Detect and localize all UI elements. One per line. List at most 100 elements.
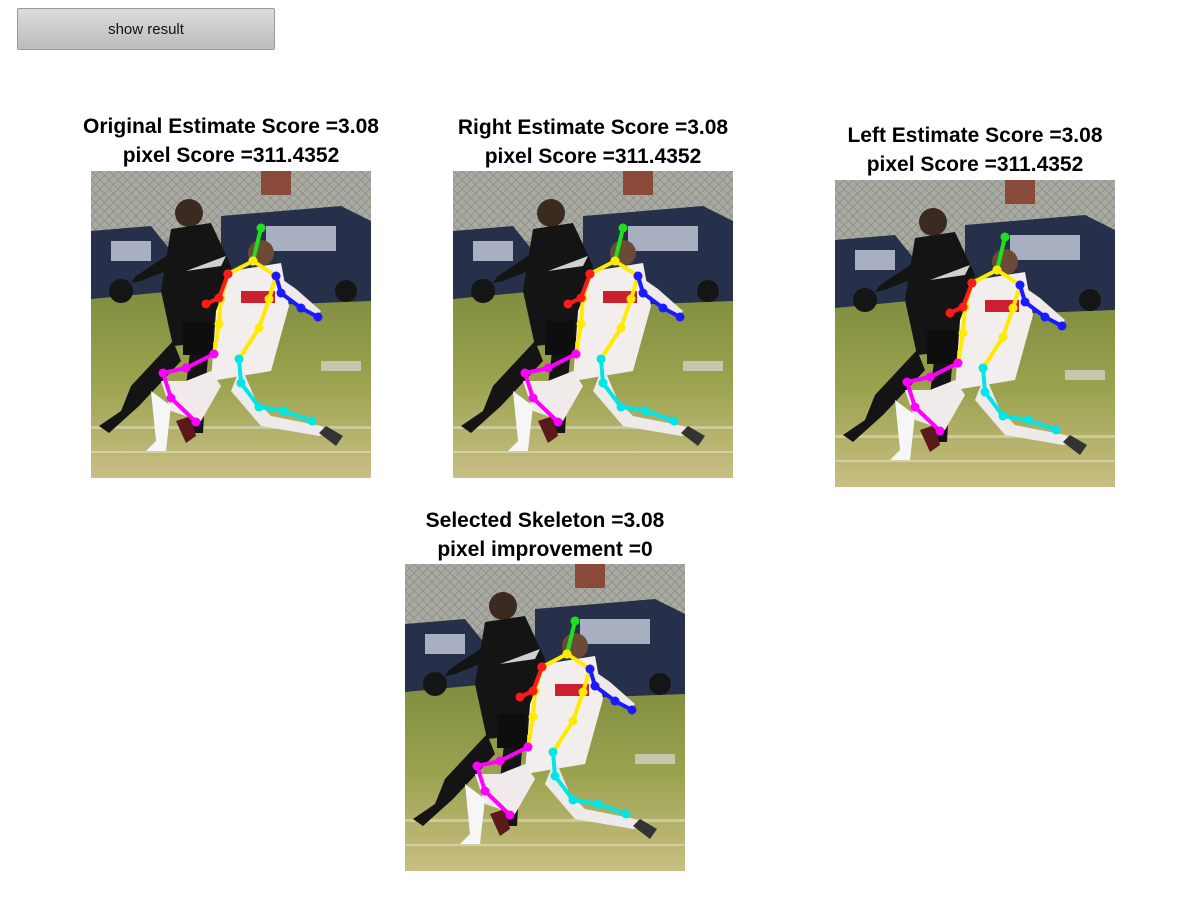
skeleton-joint [638, 288, 648, 298]
skeleton-joint [254, 323, 264, 333]
skeleton-joint [1040, 312, 1050, 322]
skeleton-joint [967, 278, 977, 288]
skeleton-joint [191, 417, 201, 427]
skeleton-joint [537, 662, 547, 672]
skeleton-joint [563, 299, 573, 309]
skeleton-joint [1000, 232, 1010, 242]
skeleton-joint [992, 265, 1002, 275]
skeleton-overlay [520, 223, 685, 427]
skeleton-joint [279, 406, 289, 416]
skeleton-joint [201, 299, 211, 309]
skeleton-joint [610, 256, 620, 266]
skeleton-joint [276, 288, 286, 298]
panel-title-line2: pixel Score =311.4352 [866, 153, 1084, 176]
panel-title-line1: Right Estimate Score =3.08 [457, 116, 729, 139]
skeleton-joint [571, 349, 581, 359]
skeleton-limb-right-arm [274, 274, 320, 319]
skeleton-joint [998, 411, 1008, 421]
skeleton-joint [158, 368, 168, 378]
skeleton-joint [505, 810, 515, 820]
skeleton-joint [264, 294, 274, 304]
skeleton-joint [1051, 425, 1061, 435]
show-result-button[interactable]: show result [17, 8, 275, 50]
skeleton-limb-right-arm [1018, 283, 1064, 328]
skeleton-joint [209, 349, 219, 359]
skeleton-joint [658, 303, 668, 313]
panel-left-estimate: Left Estimate Score =3.08 pixel Score =3… [835, 124, 1115, 487]
skeleton-joint [568, 795, 578, 805]
skeleton-joint [214, 293, 224, 303]
skeleton-joint [256, 223, 266, 233]
skeleton-joint [1020, 297, 1030, 307]
photo-scene [405, 564, 685, 871]
skeleton-joint [568, 716, 578, 726]
skeleton-joint [621, 809, 631, 819]
skeleton-joint [495, 756, 505, 766]
skeleton-limb-right-arm [636, 274, 682, 319]
skeleton-limb-head [565, 619, 577, 656]
skeleton-joint [998, 332, 1008, 342]
skeleton-joint [669, 416, 679, 426]
skeleton-joint [596, 354, 606, 364]
panel-selected-skeleton: Selected Skeleton =3.08 pixel improvemen… [405, 509, 685, 871]
skeleton-joint [223, 269, 233, 279]
skeleton-joint [181, 363, 191, 373]
skeleton-joint [641, 406, 651, 416]
skeleton-joint [562, 649, 572, 659]
skeleton-joint [980, 387, 990, 397]
skeleton-joint [543, 363, 553, 373]
skeleton-joint [528, 712, 538, 722]
panel-title-line1: Original Estimate Score =3.08 [83, 115, 379, 138]
skeleton-joint [236, 378, 246, 388]
skeleton-joint [590, 681, 600, 691]
skeleton-limb-right-arm [588, 667, 634, 712]
skeleton-joint [585, 269, 595, 279]
skeleton-joint [1015, 280, 1025, 290]
skeleton-joint [576, 319, 586, 329]
skeleton-joint [515, 692, 525, 702]
photo-scene [835, 180, 1115, 487]
skeleton-joint [313, 312, 323, 322]
skeleton-joint [958, 328, 968, 338]
skeleton-joint [296, 303, 306, 313]
skeleton-joint [254, 402, 264, 412]
pose-image [835, 180, 1115, 487]
skeleton-joint [618, 223, 628, 233]
skeleton-limb-head [251, 226, 263, 263]
pose-image [453, 171, 733, 478]
skeleton-joint [166, 393, 176, 403]
skeleton-joint [271, 271, 281, 281]
panel-title-line2: pixel Score =311.4352 [122, 144, 340, 167]
skeleton-joint [627, 705, 637, 715]
skeleton-joint [1008, 303, 1018, 313]
skeleton-joint [925, 372, 935, 382]
skeleton-overlay [158, 223, 323, 427]
skeleton-joint [528, 686, 538, 696]
skeleton-joint [248, 256, 258, 266]
skeleton-joint [553, 417, 563, 427]
skeleton-joint [480, 786, 490, 796]
skeleton-joint [1057, 321, 1067, 331]
skeleton-joint [675, 312, 685, 322]
skeleton-joint [570, 616, 580, 626]
skeleton-joint [550, 771, 560, 781]
skeleton-limb-head [613, 226, 625, 263]
skeleton-joint [214, 319, 224, 329]
skeleton-joint [520, 368, 530, 378]
skeleton-limb-head [995, 235, 1007, 272]
skeleton-overlay [472, 616, 637, 820]
skeleton-joint [576, 293, 586, 303]
pose-image [91, 171, 371, 478]
skeleton-joint [945, 308, 955, 318]
skeleton-joint [616, 323, 626, 333]
skeleton-joint [307, 416, 317, 426]
panel-right-estimate: Right Estimate Score =3.08 pixel Score =… [453, 116, 733, 478]
skeleton-joint [234, 354, 244, 364]
skeleton-joint [578, 687, 588, 697]
pose-image [405, 564, 685, 871]
skeleton-joint [593, 799, 603, 809]
skeleton-joint [528, 393, 538, 403]
skeleton-joint [616, 402, 626, 412]
panel-title-line1: Selected Skeleton =3.08 [425, 509, 665, 532]
skeleton-joint [548, 747, 558, 757]
